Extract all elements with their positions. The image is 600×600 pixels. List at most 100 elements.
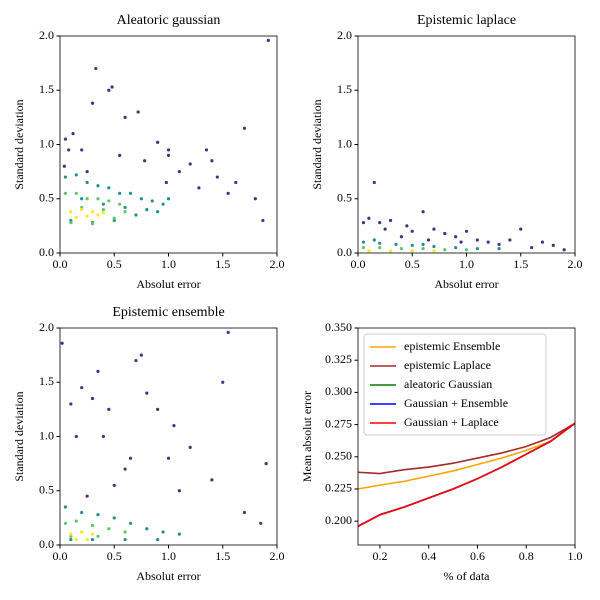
x-tick-label: 0.5 <box>107 257 122 271</box>
point <box>166 456 171 460</box>
point <box>101 208 105 212</box>
point <box>161 530 165 534</box>
point <box>454 235 458 239</box>
plot-area <box>60 330 268 542</box>
point <box>85 494 89 498</box>
axes-frame <box>357 327 576 546</box>
y-tick-label: 1.5 <box>39 82 54 96</box>
point <box>90 396 95 401</box>
point <box>139 353 143 357</box>
axes-frame <box>357 35 576 254</box>
x-tick-label: 2.0 <box>270 257 285 271</box>
point <box>410 243 414 248</box>
plot-area <box>361 180 566 253</box>
point <box>177 532 181 536</box>
point <box>405 224 409 228</box>
point <box>443 231 447 236</box>
line <box>358 422 575 490</box>
x-axis-label: Absolut error <box>434 277 498 291</box>
point <box>112 483 116 487</box>
point <box>74 173 78 177</box>
point <box>136 110 140 114</box>
subplot-title: Aleatoric gaussian <box>117 13 221 28</box>
x-tick-label: 0.0 <box>53 257 68 271</box>
point <box>519 227 523 231</box>
point <box>69 210 73 214</box>
point <box>226 330 230 334</box>
legend-label: epistemic Ensemble <box>404 339 500 353</box>
point <box>378 241 382 245</box>
point <box>259 521 263 525</box>
point <box>118 191 122 195</box>
point <box>164 180 168 185</box>
point <box>156 407 160 411</box>
point <box>383 227 387 231</box>
subplot: % of data Mean absolut error 0.2 0.4 0.6 0.8 1… <box>300 320 583 583</box>
y-tick-label: 0.225 <box>325 481 352 495</box>
point <box>74 434 78 439</box>
point <box>63 521 68 525</box>
point <box>145 527 149 531</box>
point <box>96 534 100 538</box>
point <box>63 505 68 509</box>
point <box>226 191 230 195</box>
point <box>96 197 100 201</box>
point <box>540 240 545 244</box>
y-tick-label: 0.0 <box>337 245 352 259</box>
point <box>367 216 371 220</box>
y-tick-label: 2.0 <box>337 28 352 42</box>
point <box>96 213 100 217</box>
point <box>161 202 165 206</box>
point <box>361 245 366 250</box>
point <box>107 186 111 190</box>
subplot: Aleatoric gaussian Absolut error Standard … <box>12 13 285 291</box>
y-tick-label: 0.5 <box>39 191 54 205</box>
x-tick-label: 0.8 <box>519 549 534 563</box>
point <box>177 489 181 493</box>
point <box>372 180 376 185</box>
point <box>361 240 366 244</box>
point <box>118 153 122 157</box>
point <box>143 159 147 163</box>
point <box>234 180 238 185</box>
point <box>139 197 143 201</box>
point <box>394 242 398 246</box>
subplot-title: Epistemic ensemble <box>112 305 224 320</box>
point <box>242 126 247 130</box>
point <box>156 537 160 542</box>
point <box>421 242 425 246</box>
x-axis-label: Absolut error <box>136 277 200 291</box>
x-tick-label: 1.5 <box>513 257 528 271</box>
y-tick-label: 0.350 <box>325 320 352 334</box>
point <box>188 162 192 166</box>
point <box>74 519 78 523</box>
point <box>210 478 214 482</box>
point <box>74 191 78 195</box>
line <box>358 422 575 528</box>
y-tick-label: 0.250 <box>325 449 352 463</box>
y-tick-label: 0.300 <box>325 384 352 398</box>
x-tick-label: 0.6 <box>470 549 485 563</box>
y-axis-label: Mean absolut error <box>300 391 314 482</box>
point <box>60 341 64 345</box>
y-tick-label: 1.5 <box>39 374 54 388</box>
point <box>63 175 68 179</box>
point <box>80 148 84 152</box>
x-tick-label: 1.5 <box>215 549 230 563</box>
point <box>90 532 95 536</box>
point <box>80 197 84 201</box>
point <box>123 205 127 210</box>
point <box>67 148 71 152</box>
y-tick-label: 0.325 <box>325 352 352 366</box>
point <box>210 159 214 163</box>
point <box>432 227 436 231</box>
point <box>85 197 89 201</box>
point <box>123 537 127 542</box>
x-tick-label: 1.5 <box>215 257 230 271</box>
point <box>459 240 463 244</box>
plot-area <box>62 38 270 226</box>
point <box>145 208 149 212</box>
point <box>80 208 84 212</box>
x-axis-label: Absolut error <box>136 569 200 583</box>
